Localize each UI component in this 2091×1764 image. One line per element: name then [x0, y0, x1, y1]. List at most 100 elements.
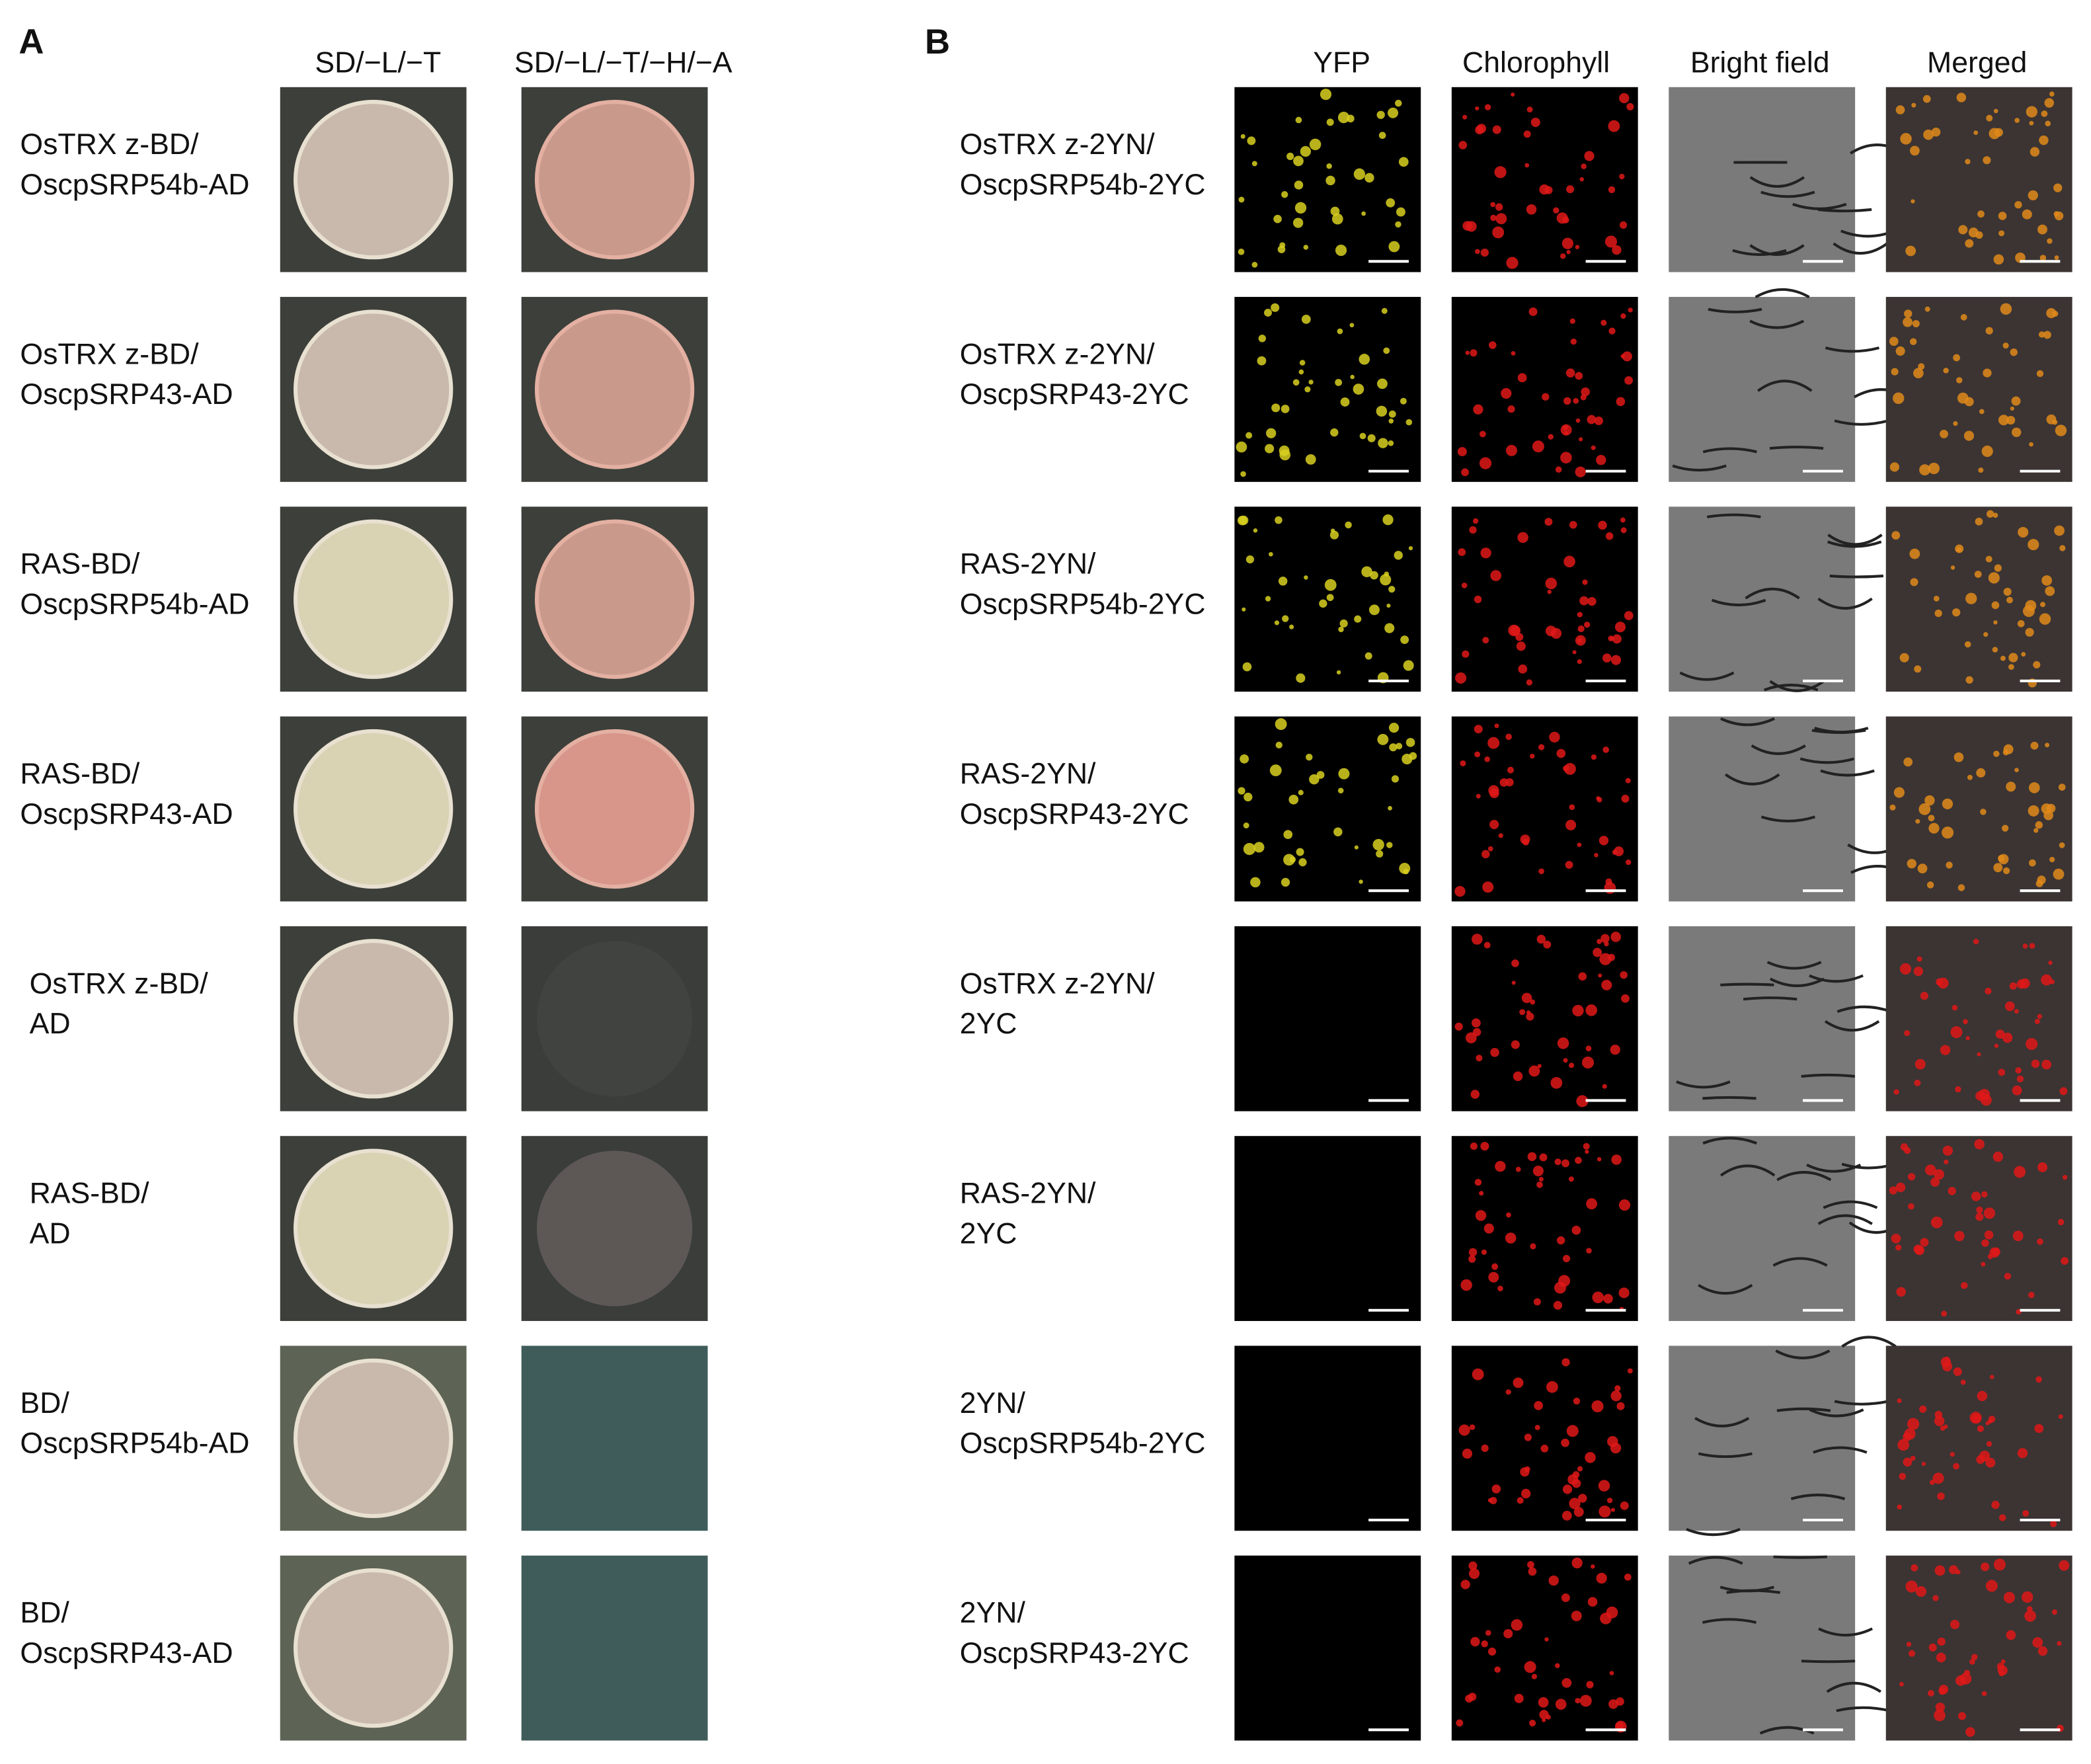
signal-dot: [2057, 1219, 2065, 1226]
signal-dot: [1528, 307, 1538, 316]
signal-dot: [2028, 1291, 2035, 1299]
signal-dot: [2059, 842, 2065, 848]
signal-dot: [1932, 1472, 1944, 1484]
signal-dot: [1610, 1442, 1622, 1454]
signal-dot: [1571, 1611, 1582, 1622]
row-label: 2YC: [960, 1217, 1017, 1250]
signal-dot: [1965, 239, 1974, 248]
row-label: RAS-2YN/: [960, 1178, 1096, 1210]
signal-dot: [1910, 578, 1918, 586]
signal-dot: [1963, 430, 1975, 441]
signal-dot: [1992, 647, 1998, 653]
signal-dot: [1456, 1719, 1464, 1727]
micrograph: [1885, 297, 2072, 482]
plate-photo: [521, 1345, 708, 1531]
signal-dot: [1462, 1449, 1473, 1459]
signal-dot: [1295, 116, 1302, 124]
signal-dot: [1238, 787, 1245, 795]
signal-dot: [1384, 571, 1390, 577]
signal-dot: [1526, 679, 1533, 686]
signal-dot: [1548, 1575, 1559, 1586]
row-label: BD/: [20, 1597, 69, 1629]
signal-dot: [1466, 221, 1477, 232]
micrograph: [1451, 297, 1638, 482]
signal-dot: [1304, 575, 1308, 580]
signal-dot: [1932, 1595, 1939, 1601]
signal-dot: [2022, 943, 2028, 949]
signal-dot: [1626, 859, 1632, 865]
signal-dot: [1538, 1697, 1549, 1708]
signal-dot: [1527, 1152, 1537, 1162]
signal-dot: [2022, 209, 2032, 220]
signal-dot: [1994, 564, 2002, 572]
cell-wall: [1776, 1171, 1832, 1182]
signal-dot: [1492, 125, 1501, 134]
signal-dot: [1378, 132, 1386, 140]
signal-dot: [1460, 1279, 1472, 1291]
signal-dot: [1897, 1504, 1903, 1510]
colony: [294, 1358, 454, 1518]
signal-dot: [2014, 1009, 2019, 1014]
signal-dot: [1468, 1568, 1480, 1580]
signal-dot: [1986, 114, 1993, 122]
signal-dot: [2041, 110, 2048, 117]
signal-dot: [1553, 1301, 1563, 1310]
signal-dot: [2047, 238, 2053, 244]
signal-dot: [1487, 737, 1500, 749]
signal-dot: [1993, 254, 2004, 265]
signal-dot: [1911, 199, 1915, 204]
signal-dot: [1300, 145, 1312, 157]
signal-dot: [1286, 152, 1294, 161]
signal-dot: [1514, 1693, 1524, 1703]
signal-dot: [1587, 1597, 1598, 1607]
signal-dot: [1481, 850, 1490, 859]
signal-dot: [1475, 125, 1484, 135]
signal-dot: [1533, 1298, 1541, 1306]
signal-dot: [2054, 211, 2064, 221]
colony: [294, 1568, 454, 1728]
signal-dot: [2034, 1423, 2044, 1433]
signal-dot: [1581, 1056, 1595, 1069]
signal-dot: [2003, 1591, 2015, 1603]
signal-dot: [1472, 1368, 1484, 1381]
signal-dot: [1480, 248, 1489, 257]
micrograph: [1451, 1136, 1638, 1321]
signal-dot: [1928, 462, 1940, 475]
signal-dot: [1279, 242, 1286, 249]
signal-dot: [1294, 180, 1304, 190]
signal-dot: [1914, 665, 1922, 673]
signal-dot: [1985, 1457, 1996, 1468]
signal-dot: [1550, 1076, 1563, 1089]
signal-dot: [1553, 207, 1559, 214]
row-label: OscpSRP43-AD: [20, 378, 233, 411]
signal-dot: [1956, 93, 1967, 102]
signal-dot: [1619, 173, 1625, 180]
signal-dot: [1561, 1593, 1570, 1603]
signal-dot: [1531, 1673, 1538, 1679]
signal-dot: [1479, 1191, 1484, 1196]
signal-dot: [1561, 1511, 1572, 1521]
signal-dot: [1621, 795, 1630, 803]
signal-dot: [2014, 768, 2019, 772]
signal-dot: [1955, 1086, 1961, 1093]
micrograph: [1234, 926, 1421, 1111]
signal-dot: [1489, 819, 1499, 830]
micrograph: [1669, 1555, 1856, 1741]
signal-dot: [1968, 227, 1979, 238]
cell-wall: [1759, 1726, 1815, 1735]
signal-dot: [1530, 999, 1536, 1005]
signal-dot: [1963, 1669, 1970, 1676]
cell-wall: [1799, 757, 1854, 764]
signal-dot: [1610, 1044, 1620, 1055]
cell-wall: [1732, 249, 1787, 257]
signal-dot: [1275, 516, 1282, 524]
cell-wall: [1817, 1214, 1873, 1225]
signal-dot: [2004, 1001, 2015, 1012]
signal-dot: [1974, 1139, 1985, 1150]
signal-dot: [1611, 655, 1622, 665]
signal-dot: [1618, 1287, 1630, 1299]
signal-dot: [1975, 1091, 1985, 1101]
signal-dot: [1524, 1433, 1532, 1441]
signal-dot: [1391, 775, 1400, 783]
